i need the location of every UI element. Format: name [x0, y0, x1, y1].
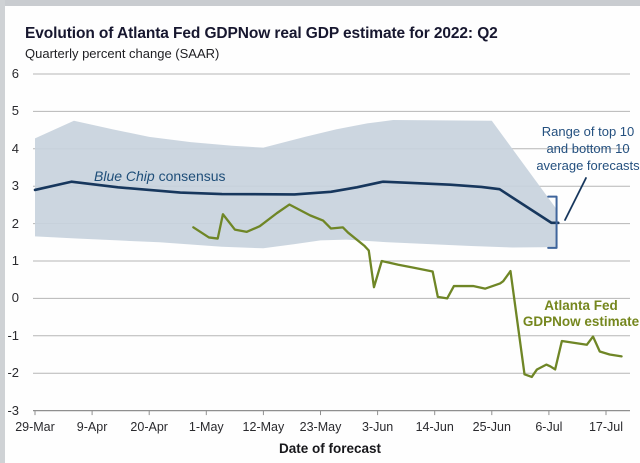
chart-subtitle: Quarterly percent change (SAAR) — [25, 46, 220, 61]
range-annotation-line-3: average forecasts — [536, 158, 640, 173]
x-tick-label: 17-Jul — [588, 420, 623, 434]
y-tick-label: 4 — [11, 140, 19, 156]
x-tick-label: 25-Jun — [472, 420, 511, 434]
annotation-leader-line — [564, 177, 587, 221]
range-annotation-line-2: and bottom 10 — [546, 141, 630, 156]
y-tick-label: 5 — [11, 103, 19, 119]
x-tick-label: 14-Jun — [415, 420, 454, 434]
gdpnow-estimate-label-line-1: Atlanta Fed — [544, 298, 618, 313]
x-tick-label: 1-May — [188, 420, 224, 434]
y-tick-label: 1 — [11, 253, 19, 268]
forecast-range-band — [35, 120, 557, 249]
y-tick-label: 0 — [11, 290, 19, 306]
window-edge-left — [0, 0, 5, 463]
x-tick-label: 23-May — [299, 420, 342, 434]
range-annotation-label: Range of top 10 and bottom 10 average fo… — [518, 123, 640, 174]
y-tick-label: 2 — [11, 215, 19, 231]
y-tick-label: -3 — [7, 402, 19, 418]
y-tick-label: -1 — [7, 327, 19, 343]
gdpnow-estimate-label-line-2: GDPNow estimate — [522, 314, 640, 329]
range-bracket — [547, 195, 558, 249]
y-tick-label: -2 — [7, 365, 19, 381]
blue-chip-label-italic-part: Blue Chip — [94, 168, 155, 184]
y-tick-label: 6 — [11, 66, 19, 81]
y-tick-label: 3 — [11, 178, 19, 194]
x-axis-title: Date of forecast — [278, 441, 382, 456]
window-edge-top — [0, 0, 640, 6]
blue-chip-label-regular-part: consensus — [154, 168, 226, 184]
x-tick-label: 9-Apr — [76, 420, 108, 434]
blue-chip-consensus-line — [33, 180, 560, 225]
range-annotation-line-1: Range of top 10 — [541, 124, 635, 139]
chart-title: Evolution of Atlanta Fed GDPNow real GDP… — [25, 25, 498, 42]
x-tick-label: 12-May — [242, 420, 285, 434]
gdpnow-estimate-line — [192, 203, 623, 379]
x-tick-label: 3-Jun — [361, 420, 394, 434]
gdpnow-estimate-label: Atlanta Fed GDPNow estimate — [514, 298, 640, 330]
blue-chip-consensus-label: Blue Chip consensus — [94, 168, 226, 184]
x-tick-label: 6-Jul — [535, 420, 563, 434]
x-tick-label: 20-Apr — [130, 420, 168, 434]
x-tick-label: 29-Mar — [15, 420, 55, 434]
